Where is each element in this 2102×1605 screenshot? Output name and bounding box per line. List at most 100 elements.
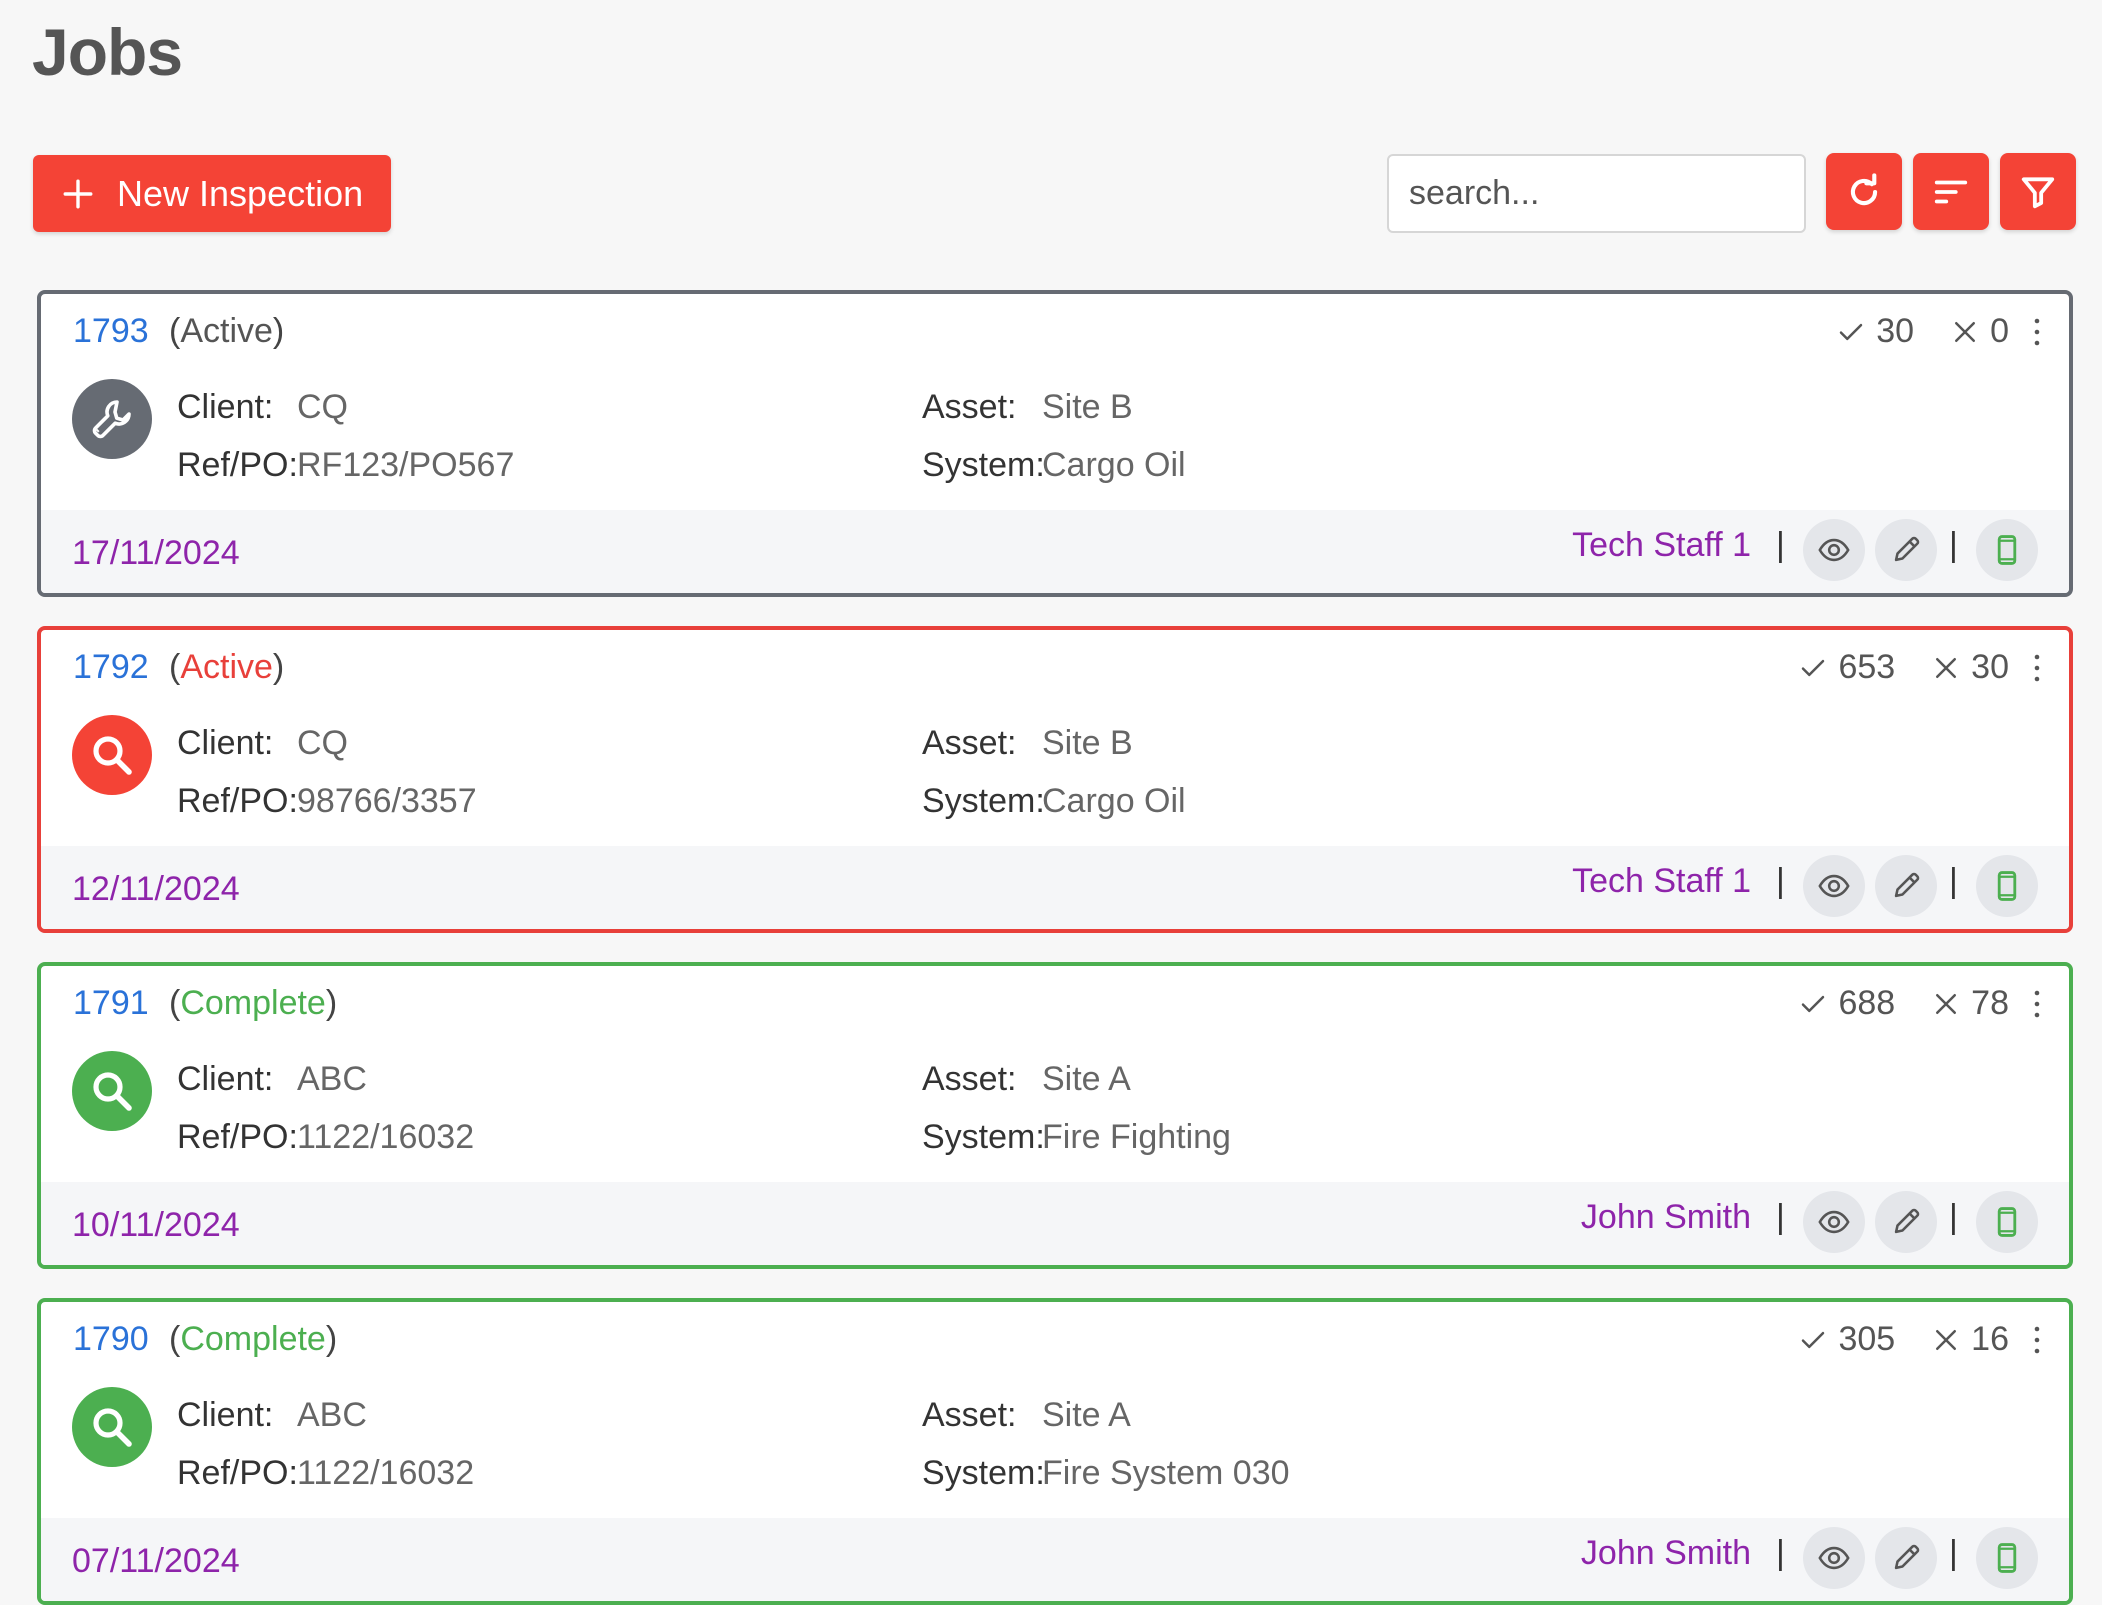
check-icon [1802, 1331, 1825, 1348]
client-value: ABC [297, 1060, 367, 1098]
divider: | [1949, 1534, 1958, 1572]
refpo-label: Ref/PO: [177, 446, 298, 484]
client-value: CQ [297, 724, 348, 762]
job-card-footer: 12/11/2024 Tech Staff 1 | | [41, 846, 2069, 929]
job-date: 10/11/2024 [72, 1206, 240, 1244]
pass-count: 305 [1838, 1320, 1896, 1358]
job-id-link[interactable]: 1790 [73, 1320, 149, 1358]
job-card-footer: 10/11/2024 John Smith | | [41, 1182, 2069, 1265]
job-card[interactable]: 1791 (Complete) 688 78 Client: ABC Ref/P… [37, 962, 2073, 1269]
asset-label: Asset: [922, 724, 1017, 762]
client-value: CQ [297, 388, 348, 426]
sort-button[interactable] [1913, 153, 1989, 230]
job-type-avatar [72, 715, 152, 795]
job-counts: 653 30 [1798, 648, 2043, 687]
job-status: (Active) [169, 312, 285, 350]
fail-count: 30 [1971, 648, 2009, 686]
wrench-icon [92, 400, 131, 439]
job-status-text: Active [180, 312, 273, 350]
filter-icon [2021, 176, 2055, 208]
refresh-button[interactable] [1826, 153, 1902, 230]
close-icon [1936, 1329, 1957, 1350]
pencil-icon [1894, 536, 1920, 562]
job-card-footer: 17/11/2024 Tech Staff 1 | | [41, 510, 2069, 593]
job-card[interactable]: 1790 (Complete) 305 16 Client: ABC Ref/P… [37, 1298, 2073, 1605]
divider: | [1949, 526, 1958, 564]
divider: | [1776, 526, 1785, 564]
job-date: 07/11/2024 [72, 1542, 240, 1580]
job-id-link[interactable]: 1792 [73, 648, 149, 686]
refpo-label: Ref/PO: [177, 782, 298, 820]
view-button[interactable] [1803, 1527, 1865, 1589]
view-button[interactable] [1803, 519, 1865, 581]
refpo-label: Ref/PO: [177, 1118, 298, 1156]
refpo-value: RF123/PO567 [297, 446, 515, 484]
asset-value: Site A [1042, 1396, 1131, 1434]
fail-count: 78 [1971, 984, 2009, 1022]
client-label: Client: [177, 1060, 274, 1098]
system-value: Cargo Oil [1042, 446, 1186, 484]
eye-icon [1818, 874, 1850, 898]
system-label: System: [922, 446, 1045, 484]
mobile-button[interactable] [1976, 855, 2038, 917]
close-icon [1936, 993, 1957, 1014]
check-icon [1802, 659, 1825, 676]
system-value: Fire System 030 [1042, 1454, 1290, 1492]
assigned-staff: John Smith [1580, 1198, 1751, 1236]
mobile-button[interactable] [1976, 1527, 2038, 1589]
more-vertical-icon[interactable] [2031, 989, 2043, 1019]
view-button[interactable] [1803, 855, 1865, 917]
system-value: Fire Fighting [1042, 1118, 1231, 1156]
view-button[interactable] [1803, 1191, 1865, 1253]
edit-button[interactable] [1875, 1527, 1937, 1589]
system-value: Cargo Oil [1042, 782, 1186, 820]
job-card[interactable]: 1792 (Active) 653 30 Client: CQ Ref/PO: … [37, 626, 2073, 933]
mobile-button[interactable] [1976, 519, 2038, 581]
more-vertical-icon[interactable] [2031, 1325, 2043, 1355]
pass-count: 30 [1876, 312, 1915, 350]
client-label: Client: [177, 1396, 274, 1434]
refresh-icon [1850, 172, 1878, 205]
asset-value: Site A [1042, 1060, 1131, 1098]
new-inspection-button[interactable]: New Inspection [33, 155, 391, 232]
pass-count: 688 [1838, 984, 1896, 1022]
asset-value: Site B [1042, 388, 1133, 426]
client-label: Client: [177, 724, 274, 762]
job-id-link[interactable]: 1791 [73, 984, 149, 1022]
more-vertical-icon[interactable] [2031, 653, 2043, 683]
mobile-phone-icon [1997, 535, 2017, 565]
refpo-value: 1122/16032 [297, 1118, 475, 1156]
job-id-link[interactable]: 1793 [73, 312, 149, 350]
new-inspection-label: New Inspection [117, 172, 364, 214]
job-status: (Complete) [169, 1320, 338, 1358]
job-status-text: Complete [180, 1320, 326, 1358]
job-counts: 305 16 [1798, 1320, 2043, 1359]
check-icon [1802, 995, 1825, 1012]
assigned-staff: Tech Staff 1 [1572, 862, 1751, 900]
page-title: Jobs [32, 15, 183, 89]
divider: | [1949, 862, 1958, 900]
eye-icon [1818, 1210, 1850, 1234]
divider: | [1776, 862, 1785, 900]
job-type-avatar [72, 379, 152, 459]
refpo-label: Ref/PO: [177, 1454, 298, 1492]
job-counts: 30 0 [1836, 312, 2043, 351]
more-vertical-icon[interactable] [2031, 317, 2043, 347]
refpo-value: 1122/16032 [297, 1454, 475, 1492]
mobile-button[interactable] [1976, 1191, 2038, 1253]
edit-button[interactable] [1875, 855, 1937, 917]
filter-button[interactable] [2000, 153, 2076, 230]
asset-value: Site B [1042, 724, 1133, 762]
eye-icon [1818, 1546, 1850, 1570]
sort-icon [1934, 180, 1968, 203]
edit-button[interactable] [1875, 1191, 1937, 1253]
assigned-staff: Tech Staff 1 [1572, 526, 1751, 564]
job-type-avatar [72, 1051, 152, 1131]
search-input[interactable] [1387, 154, 1806, 233]
job-card[interactable]: 1793 (Active) 30 0 Client: CQ Ref/PO: RF… [37, 290, 2073, 597]
plus-icon [63, 179, 93, 208]
edit-button[interactable] [1875, 519, 1937, 581]
system-label: System: [922, 1118, 1045, 1156]
pencil-icon [1894, 1208, 1920, 1234]
pencil-icon [1894, 1544, 1920, 1570]
